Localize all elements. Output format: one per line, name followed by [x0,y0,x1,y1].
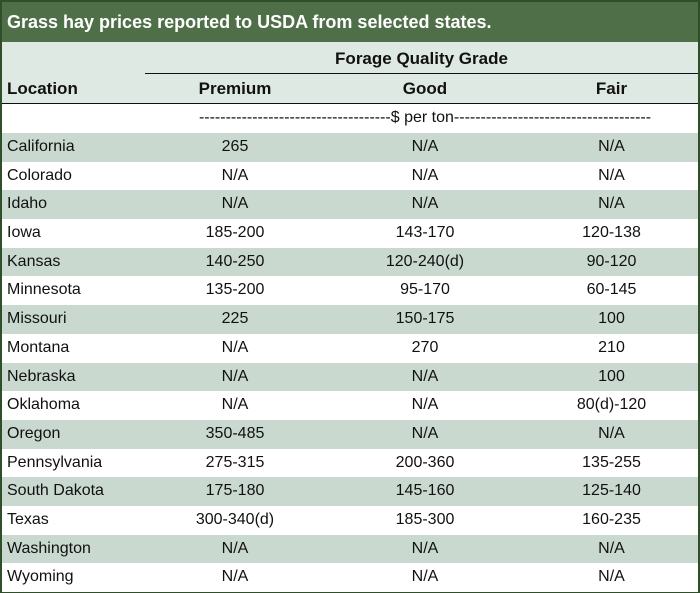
table-row: Montana N/A 270 210 [2,333,698,363]
cell-fair: 90-120 [586,252,637,270]
unit-label: ------------------------------------$ pe… [198,109,652,126]
cell-fair: 210 [598,338,625,356]
cell-fair: 100 [598,367,625,385]
cell-good: 200-360 [395,453,455,471]
cell-fair: N/A [598,539,625,557]
cell-good: N/A [411,396,439,414]
header-bottom-rule [2,103,698,104]
cell-location: Kansas [7,252,61,270]
table-row: Missouri 225 150-175 100 [2,305,698,334]
column-header-premium: Premium [198,79,272,98]
table-row: Wyoming N/A N/A N/A [2,563,698,592]
table-row: Washington N/A N/A N/A [2,534,698,564]
table-row: Minnesota 135-200 95-170 60-145 [2,276,698,306]
cell-location: Oklahoma [7,396,80,414]
column-header-fair: Fair [595,79,628,98]
cell-premium: 225 [221,310,249,328]
table-body: California 265 N/A N/A Colorado N/A N/A N/A Idah… [2,133,698,592]
cell-premium: N/A [221,396,249,414]
cell-location: Washington [7,539,91,557]
cell-location: Wyoming [7,568,74,586]
cell-location: California [7,138,75,155]
cell-good: N/A [411,367,439,385]
cell-location: Pennsylvania [7,453,103,471]
cell-location: Minnesota [7,281,81,299]
cell-premium: N/A [221,367,249,385]
table-row: Kansas 140-250 120-240(d) 90-120 [2,247,698,277]
cell-premium: N/A [221,195,249,213]
unit-row: ------------------------------------$ pe… [2,104,698,133]
table-row: Pennsylvania 275-315 200-360 135-255 [2,448,698,478]
cell-premium: 175-180 [205,482,265,500]
cell-fair: 100 [598,310,625,328]
cell-good: N/A [411,568,439,586]
cell-fair: N/A [598,195,625,213]
table-row: South Dakota 175-180 145-160 125-140 [2,477,698,506]
cell-fair: 80(d)-120 [576,396,647,414]
cell-fair: 160-235 [582,510,641,528]
table-title: Grass hay prices reported to USDA from s… [2,2,698,42]
cell-location: Colorado [7,166,72,184]
cell-premium: 135-200 [205,281,265,299]
column-header-location: Location [7,79,78,98]
cell-good: 120-240(d) [385,252,465,270]
cell-good: N/A [411,424,439,442]
cell-premium: 300-340(d) [195,510,275,528]
table-row: Oregon 350-485 N/A N/A [2,419,698,449]
cell-premium: N/A [221,539,249,557]
table-row: Texas 300-340(d) 185-300 160-235 [2,505,698,535]
cell-fair: 60-145 [586,281,637,299]
cell-premium: 265 [221,138,249,155]
table-row: Oklahoma N/A N/A 80(d)-120 [2,391,698,420]
cell-premium: 185-200 [205,224,265,242]
cell-good: 150-175 [395,310,455,328]
cell-premium: 275-315 [205,453,265,471]
column-header-good: Good [402,79,448,98]
cell-good: N/A [411,539,439,557]
cell-location: Montana [7,338,70,356]
cell-premium: N/A [221,568,249,586]
cell-premium: 140-250 [205,252,265,270]
cell-fair: 135-255 [582,453,641,471]
cell-fair: N/A [598,424,625,442]
cell-location: Oregon [7,424,61,442]
cell-good: 143-170 [395,224,455,242]
cell-fair: N/A [598,166,625,184]
table-row: Colorado N/A N/A N/A [2,161,698,191]
cell-good: 185-300 [395,510,455,528]
cell-location: South Dakota [7,482,104,500]
cell-fair: 125-140 [582,482,641,500]
table-row: Idaho N/A N/A N/A [2,190,698,220]
cell-location: Nebraska [7,367,76,385]
table-row: California 265 N/A N/A [2,133,698,162]
table-row: Nebraska N/A N/A 100 [2,362,698,392]
cell-fair: 120-138 [582,224,641,242]
cell-location: Missouri [7,310,67,328]
cell-location: Idaho [7,195,48,213]
cell-good: 95-170 [400,281,450,299]
cell-fair: N/A [598,138,625,155]
table-header: Location Forage Quality Grade Premium Go… [2,42,698,104]
table-row: Iowa 185-200 143-170 120-138 [2,219,698,248]
cell-premium: 350-485 [205,424,265,442]
cell-good: N/A [411,166,439,184]
cell-fair: N/A [598,568,625,586]
cell-good: 145-160 [395,482,455,500]
header-divider [145,73,698,74]
cell-good: 270 [411,338,439,356]
cell-location: Texas [7,510,49,528]
cell-premium: N/A [221,338,249,356]
column-group-header: Forage Quality Grade [335,49,508,68]
cell-good: N/A [411,138,439,155]
cell-location: Iowa [7,224,41,242]
cell-good: N/A [411,195,439,213]
cell-premium: N/A [221,166,249,184]
